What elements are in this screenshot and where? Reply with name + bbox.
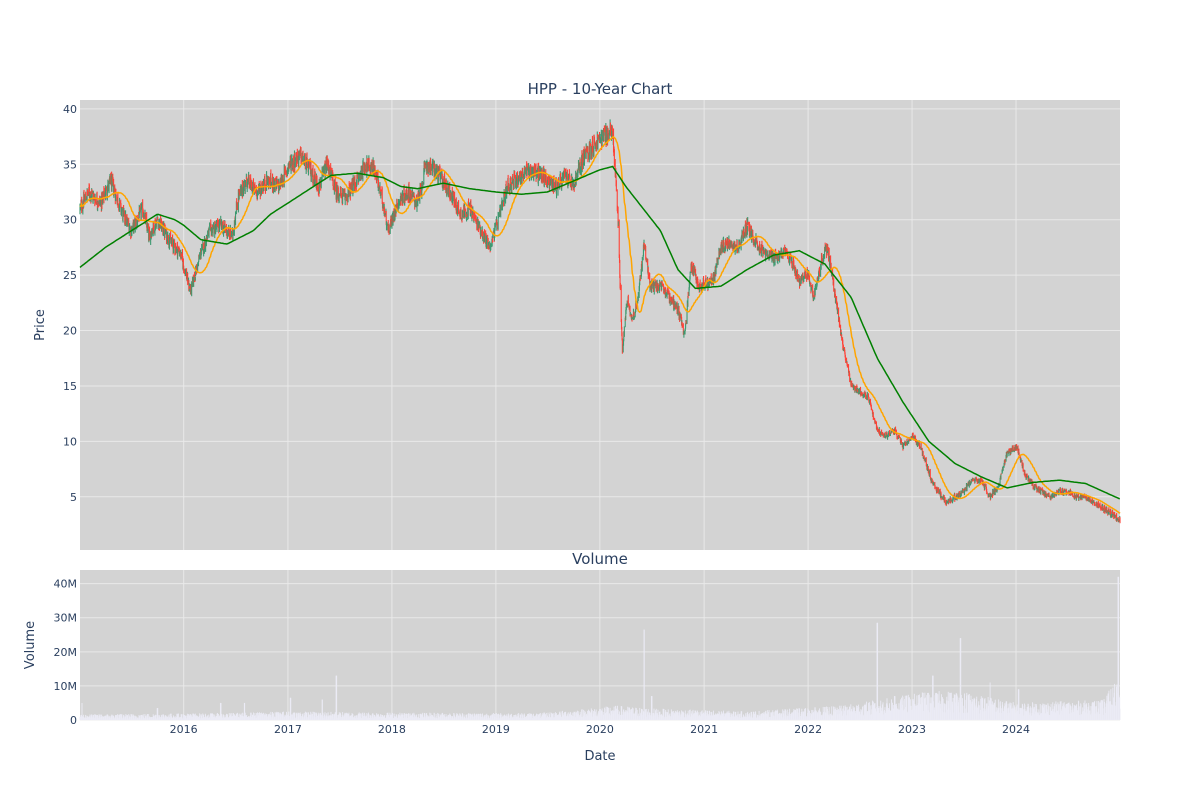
price-y-ticks: 5 10 15 20 25 30 35 40 xyxy=(63,103,77,504)
price-y-tick-label: 40 xyxy=(63,103,77,116)
price-y-tick-label: 15 xyxy=(63,380,77,393)
volume-bars xyxy=(79,576,1121,720)
volume-gridlines xyxy=(80,570,1120,721)
price-y-tick-label: 20 xyxy=(63,325,77,338)
moving-average-lines xyxy=(79,136,1121,514)
price-y-tick-label: 25 xyxy=(63,269,77,282)
short-moving-average-line xyxy=(79,136,1121,514)
price-gridlines xyxy=(80,100,1120,550)
price-y-axis-title: Price xyxy=(33,309,48,341)
price-y-tick-label: 35 xyxy=(63,158,77,171)
price-y-tick-label: 5 xyxy=(70,491,77,504)
price-y-tick-label: 10 xyxy=(63,435,77,448)
price-y-tick-label: 30 xyxy=(63,214,77,227)
price-chart-title: HPP - 10-Year Chart xyxy=(528,80,673,98)
long-moving-average-line xyxy=(79,165,1121,500)
